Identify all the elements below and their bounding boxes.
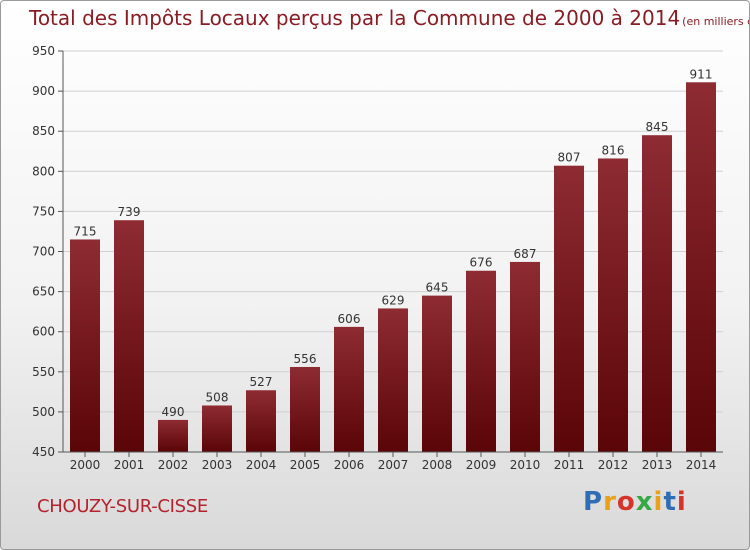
brand-letter: o: [616, 487, 636, 517]
y-tick-label: 450: [32, 445, 55, 459]
commune-name: CHOUZY-SUR-CISSE: [37, 496, 208, 517]
x-tick-label: 2001: [114, 458, 145, 472]
value-label: 845: [646, 120, 669, 134]
x-tick-label: 2005: [290, 458, 321, 472]
value-label: 676: [470, 256, 493, 270]
brand-letter: t: [663, 487, 677, 517]
x-tick-label: 2012: [598, 458, 629, 472]
bar-2003: [202, 405, 232, 452]
bar-2004: [246, 390, 276, 452]
value-label: 816: [602, 143, 625, 157]
x-tick-label: 2003: [202, 458, 233, 472]
y-tick-label: 750: [32, 204, 55, 218]
value-label: 606: [338, 312, 361, 326]
bar-2001: [114, 220, 144, 452]
value-label: 739: [118, 205, 141, 219]
bar-2013: [642, 135, 672, 452]
x-tick-label: 2006: [334, 458, 365, 472]
x-tick-label: 2002: [158, 458, 189, 472]
brand-letter: i: [676, 487, 687, 517]
value-label: 527: [250, 375, 273, 389]
brand-letter: i: [653, 487, 664, 517]
y-tick-label: 600: [32, 325, 55, 339]
value-label: 807: [558, 151, 581, 165]
bar-2006: [334, 326, 364, 452]
value-label: 629: [382, 293, 405, 307]
y-tick-label: 550: [32, 365, 55, 379]
x-tick-label: 2008: [422, 458, 453, 472]
title-row: Total des Impôts Locaux perçus par la Co…: [29, 6, 749, 30]
x-tick-label: 2010: [510, 458, 541, 472]
value-label: 715: [74, 224, 97, 238]
chart-unit: (en milliers d'€): [682, 15, 749, 28]
y-tick-label: 650: [32, 285, 55, 299]
y-tick-label: 800: [32, 164, 55, 178]
chart-title: Total des Impôts Locaux perçus par la Co…: [29, 6, 681, 30]
value-label: 508: [206, 390, 229, 404]
axis-layer: 450 500 550 600 650 700 750 800 850 900 950 2000 200…: [32, 44, 723, 472]
bar-2010: [510, 261, 540, 452]
value-label: 687: [514, 247, 537, 261]
value-label: 911: [690, 67, 713, 81]
value-label: 645: [426, 281, 449, 295]
x-tick-label: 2004: [246, 458, 277, 472]
bar-2009: [466, 270, 496, 452]
bar-2007: [378, 308, 408, 452]
value-label: 490: [162, 405, 185, 419]
x-tick-label: 2007: [378, 458, 409, 472]
bar-2014: [686, 82, 716, 452]
brand-letter: x: [635, 487, 654, 517]
value-label: 556: [294, 352, 317, 366]
x-tick-label: 2013: [642, 458, 673, 472]
x-tick-label: 2011: [554, 458, 585, 472]
x-tick-label: 2014: [686, 458, 717, 472]
x-tick-label: 2009: [466, 458, 497, 472]
bar-2000: [70, 239, 100, 452]
brand-letter: P: [583, 487, 604, 517]
bar-2012: [598, 158, 628, 452]
y-tick-label: 950: [32, 44, 55, 58]
y-tick-label: 500: [32, 405, 55, 419]
y-tick-label: 900: [32, 84, 55, 98]
y-tick-label: 700: [32, 245, 55, 259]
bar-layer: 715 739 490 508 527 556 606 629 645 676 687 807 816 8…: [70, 67, 716, 452]
x-tick-label: 2000: [70, 458, 101, 472]
bar-2005: [290, 366, 320, 452]
bar-2002: [158, 419, 188, 452]
bar-2011: [554, 165, 584, 452]
brand-logo: Proxiti: [583, 487, 687, 517]
y-tick-label: 850: [32, 124, 55, 138]
brand-letter: r: [603, 487, 617, 517]
bar-2008: [422, 295, 452, 452]
